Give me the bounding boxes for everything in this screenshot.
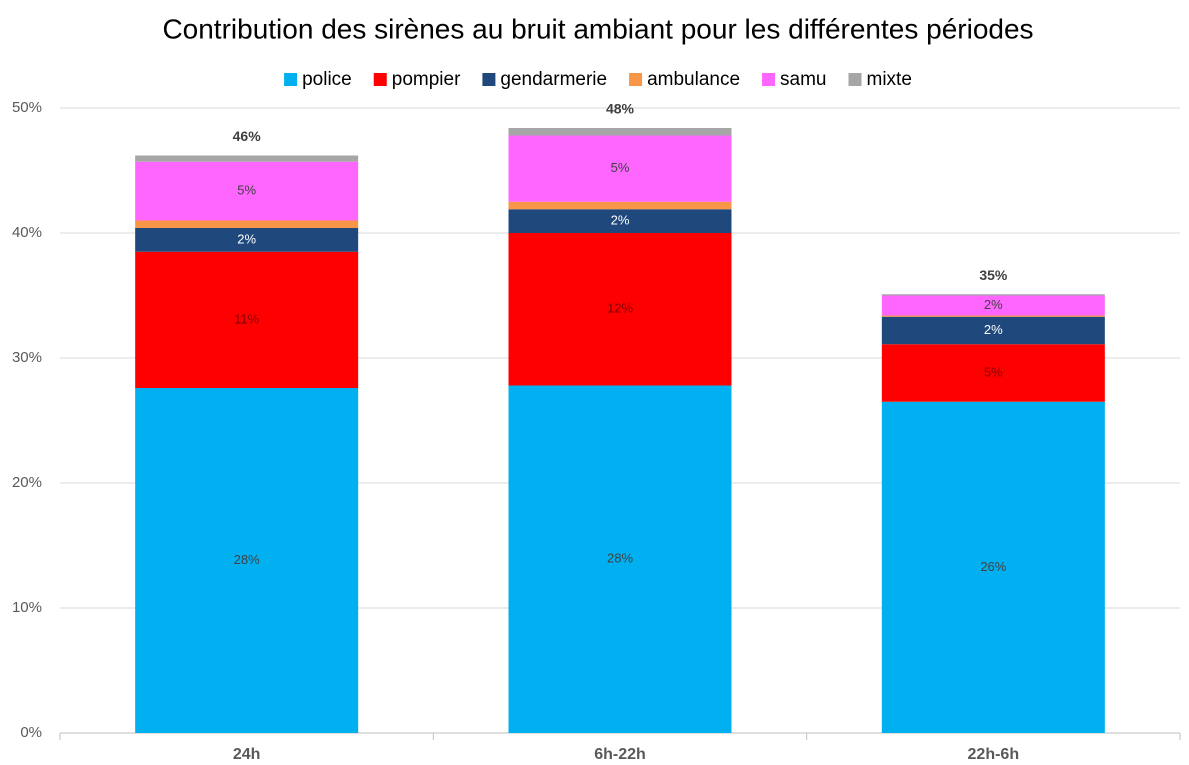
legend-swatch	[284, 73, 298, 86]
bar-segment	[881, 315, 1105, 317]
data-label: 5%	[984, 364, 1003, 379]
bar-segment	[508, 135, 732, 202]
y-tick-label: 10%	[12, 599, 42, 616]
legend-label: gendarmerie	[500, 69, 607, 90]
bar-segment	[881, 401, 1105, 733]
bar-segment	[135, 228, 359, 252]
data-label: 2%	[611, 213, 630, 228]
legend-label: ambulance	[647, 69, 740, 90]
bar-segment	[508, 201, 732, 210]
legend-swatch	[762, 73, 776, 86]
bar-segment	[508, 385, 732, 733]
data-label: 28%	[607, 551, 633, 566]
bar-segment	[881, 344, 1105, 402]
y-tick-label: 30%	[12, 349, 42, 366]
data-label: 5%	[237, 183, 256, 198]
y-tick-label: 0%	[20, 724, 42, 741]
x-tick-label: 22h-6h	[968, 746, 1020, 763]
data-label: 5%	[611, 160, 630, 175]
data-label: 26%	[980, 559, 1006, 574]
legend-label: mixte	[867, 69, 912, 90]
data-label: 2%	[984, 322, 1003, 337]
bar-segment	[881, 294, 1105, 296]
bar-segment	[135, 251, 359, 388]
legend-label: pompier	[392, 69, 461, 90]
y-tick-label: 20%	[12, 474, 42, 491]
bar-segment	[881, 316, 1105, 345]
x-tick-label: 6h-22h	[594, 746, 646, 763]
legend-swatch	[373, 73, 387, 86]
data-label: 11%	[234, 311, 259, 326]
bar-segment	[508, 128, 732, 136]
legend-swatch	[848, 73, 862, 86]
legend-swatch	[482, 73, 496, 86]
legend-label: samu	[780, 69, 826, 90]
legend: police pompier gendarmerie ambulance samu mix…	[284, 69, 912, 90]
data-label: 2%	[984, 297, 1003, 312]
total-label: 35%	[979, 267, 1008, 283]
bar-segment	[508, 233, 732, 386]
legend-swatch	[629, 73, 643, 86]
y-tick-label: 50%	[12, 99, 42, 116]
bar-segment	[135, 161, 359, 221]
bar-segment	[881, 295, 1105, 316]
data-label: 12%	[607, 301, 633, 316]
bar-segment	[135, 220, 359, 228]
x-tick-label: 24h	[233, 746, 261, 763]
data-label: 28%	[234, 552, 260, 567]
bar-segment	[135, 388, 359, 733]
data-label: 2%	[237, 231, 256, 246]
y-tick-label: 40%	[12, 224, 42, 241]
bar-segment	[135, 155, 359, 162]
total-label: 48%	[606, 101, 635, 117]
chart-title: Contribution des sirènes au bruit ambian…	[162, 13, 1033, 44]
legend-label: police	[302, 69, 352, 90]
bar-segment	[508, 209, 732, 233]
total-label: 46%	[233, 128, 262, 144]
